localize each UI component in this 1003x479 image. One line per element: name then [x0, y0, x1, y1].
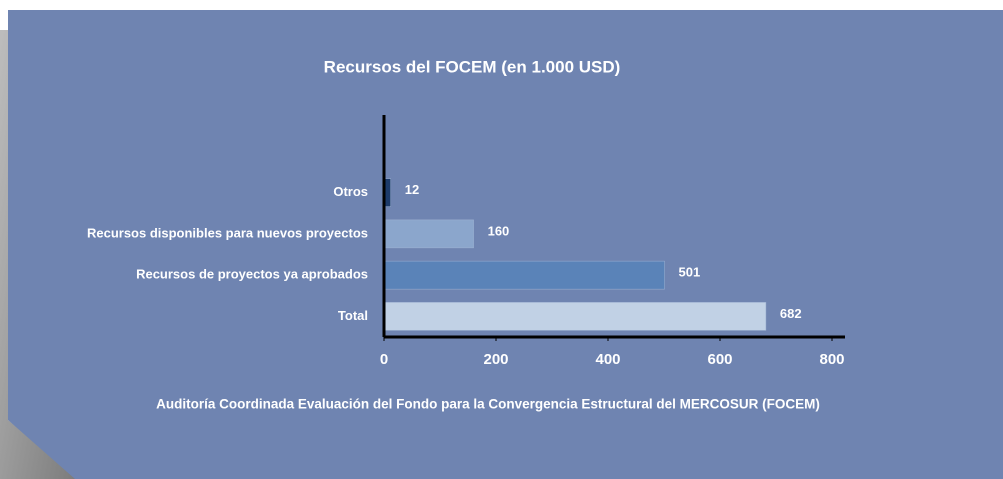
- bar: [383, 260, 665, 290]
- x-tick-label: 200: [483, 351, 508, 368]
- x-tick-label: 0: [380, 351, 388, 368]
- y-tick-label: Recursos disponibles para nuevos proyect…: [87, 225, 368, 240]
- data-label: 501: [679, 265, 701, 280]
- data-label: 682: [780, 306, 802, 321]
- data-label: 12: [405, 182, 419, 197]
- footer: Auditoría Coordinada Evaluación del Fond…: [156, 397, 820, 412]
- data-label: 160: [488, 223, 510, 238]
- bar: [383, 302, 767, 331]
- panel: [8, 10, 1003, 479]
- x-tick-label: 400: [595, 351, 620, 368]
- chart-title: Recursos del FOCEM (en 1.000 USD): [324, 57, 621, 76]
- bar: [383, 219, 474, 249]
- x-tick-label: 600: [707, 351, 732, 368]
- x-tick-label: 800: [819, 351, 844, 368]
- y-tick-label: Total: [338, 308, 368, 323]
- y-tick-label: Otros: [333, 184, 368, 199]
- y-tick-label: Recursos de proyectos ya aprobados: [136, 267, 368, 282]
